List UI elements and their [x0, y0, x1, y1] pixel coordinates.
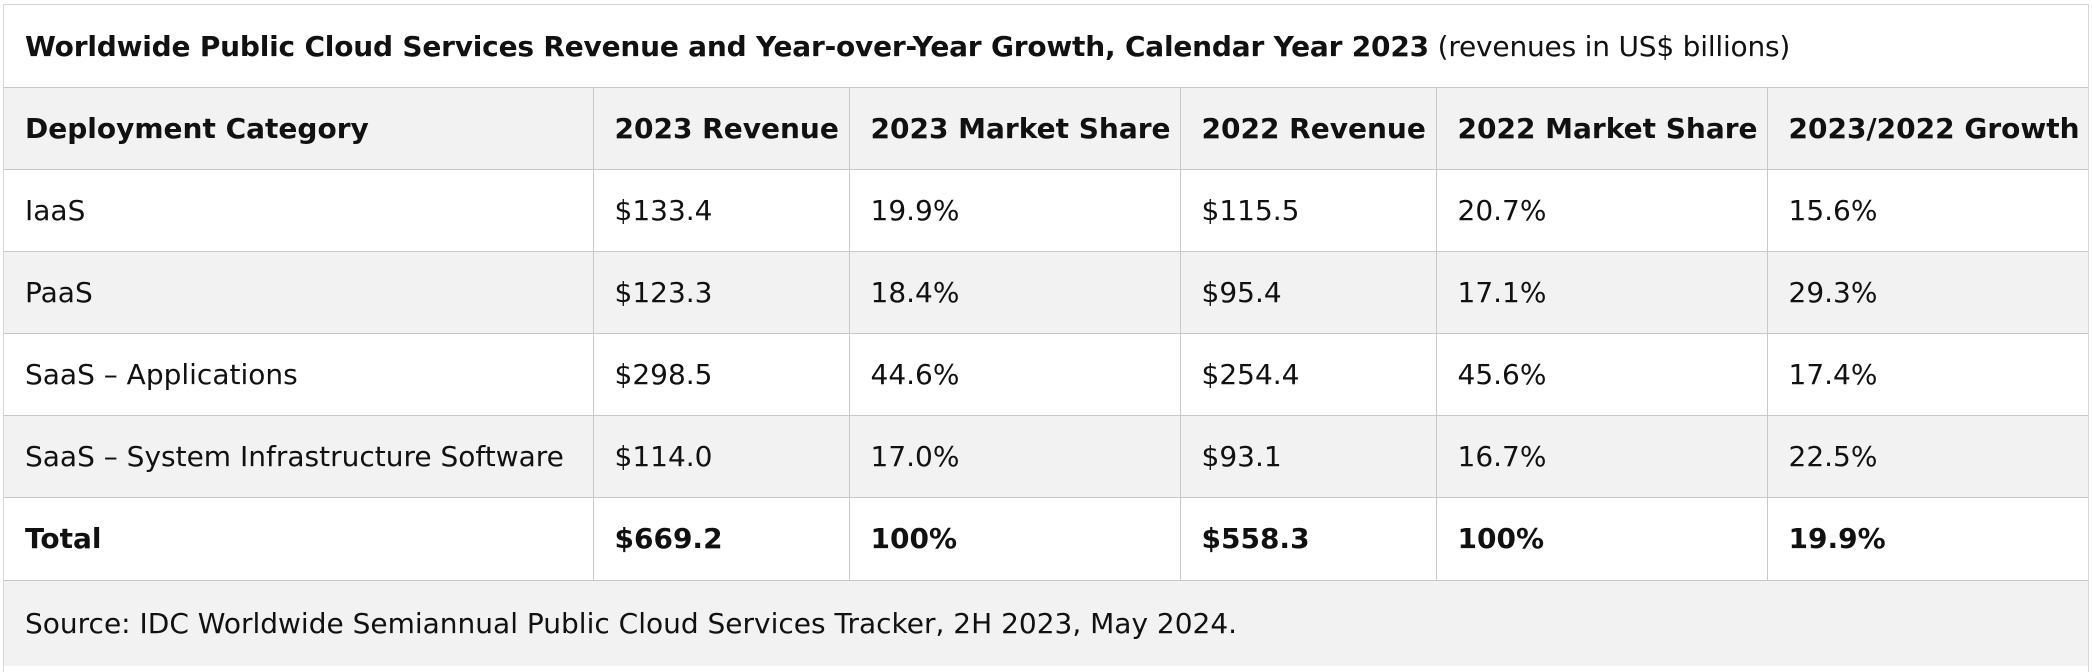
total-cell: Total [4, 497, 593, 580]
header-growth: 2023/2022 Growth [1766, 87, 2088, 170]
table-cell: 45.6% [1435, 333, 1767, 416]
header-2023-market-share: 2023 Market Share [848, 87, 1180, 170]
table-title-main: Worldwide Public Cloud Services Revenue … [25, 29, 1429, 63]
table-row: SaaS – System Infrastructure Software $1… [4, 415, 2088, 498]
table-cell: IaaS [4, 169, 593, 252]
table-cell: $133.4 [592, 169, 849, 252]
table-cell: SaaS – System Infrastructure Software [4, 415, 593, 498]
table-header-row: Deployment Category 2023 Revenue 2023 Ma… [4, 87, 2088, 170]
table-cell: 15.6% [1766, 169, 2088, 252]
total-cell: 19.9% [1766, 497, 2088, 580]
total-cell: 100% [848, 497, 1180, 580]
table-cell: 44.6% [848, 333, 1180, 416]
table-cell: 29.3% [1766, 251, 2088, 334]
table-cell: SaaS – Applications [4, 333, 593, 416]
table-cell: 18.4% [848, 251, 1180, 334]
table-cell: 17.4% [1766, 333, 2088, 416]
table-cell: PaaS [4, 251, 593, 334]
table-total-row: Total $669.2 100% $558.3 100% 19.9% [4, 497, 2088, 580]
table-cell: $298.5 [592, 333, 849, 416]
header-2022-revenue: 2022 Revenue [1179, 87, 1436, 170]
header-2023-revenue: 2023 Revenue [592, 87, 849, 170]
source-note: Source: IDC Worldwide Semiannual Public … [4, 579, 2088, 666]
table-row: IaaS $133.4 19.9% $115.5 20.7% 15.6% [4, 169, 2088, 252]
total-cell: $669.2 [592, 497, 849, 580]
revenue-table: Deployment Category 2023 Revenue 2023 Ma… [4, 87, 2088, 580]
table-cell: $123.3 [592, 251, 849, 334]
table-row: PaaS $123.3 18.4% $95.4 17.1% 29.3% [4, 251, 2088, 334]
total-cell: $558.3 [1179, 497, 1436, 580]
table-cell: 17.1% [1435, 251, 1767, 334]
table-title-units: (revenues in US$ billions) [1428, 29, 1791, 63]
table-cell: 20.7% [1435, 169, 1767, 252]
table-cell: $254.4 [1179, 333, 1436, 416]
table-cell: $115.5 [1179, 169, 1436, 252]
total-cell: 100% [1435, 497, 1767, 580]
revenue-table-card: Worldwide Public Cloud Services Revenue … [3, 4, 2089, 672]
table-cell: 17.0% [848, 415, 1180, 498]
table-cell: 19.9% [848, 169, 1180, 252]
table-cell: $114.0 [592, 415, 849, 498]
table-row: SaaS – Applications $298.5 44.6% $254.4 … [4, 333, 2088, 416]
table-cell: 22.5% [1766, 415, 2088, 498]
table-cell: 16.7% [1435, 415, 1767, 498]
table-cell: $93.1 [1179, 415, 1436, 498]
table-title: Worldwide Public Cloud Services Revenue … [4, 4, 2088, 87]
header-deployment-category: Deployment Category [4, 87, 593, 170]
header-2022-market-share: 2022 Market Share [1435, 87, 1767, 170]
table-cell: $95.4 [1179, 251, 1436, 334]
